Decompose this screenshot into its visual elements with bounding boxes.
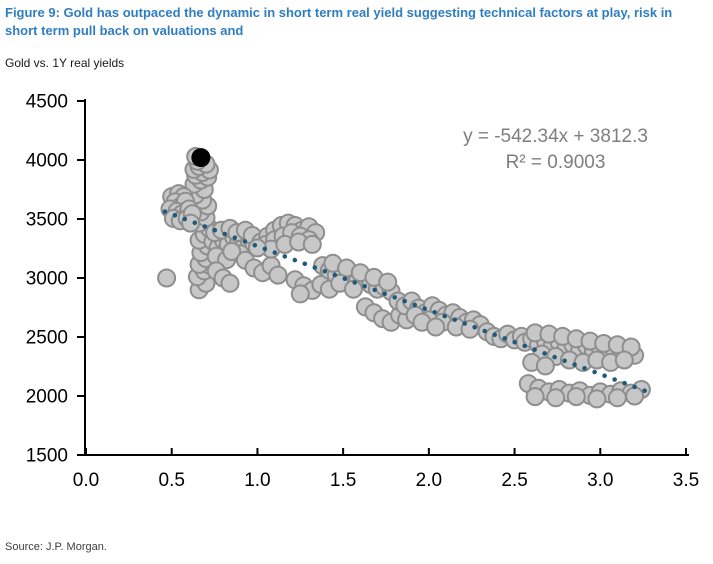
trend-dot (212, 227, 218, 233)
trend-dot (422, 306, 428, 311)
highlight-point (191, 148, 211, 168)
trend-dot (172, 213, 178, 218)
trend-dot (432, 310, 438, 315)
trend-dot (572, 362, 577, 367)
trend-dot (302, 261, 308, 267)
scatter-point (220, 273, 240, 293)
y-tick-label: 1500 (26, 446, 68, 467)
trend-dot (192, 220, 198, 226)
trend-dot (542, 351, 547, 356)
trend-dot (452, 317, 458, 323)
trend-dot (522, 343, 527, 349)
y-tick-label: 2500 (26, 328, 68, 349)
y-tick-label: 3000 (26, 269, 68, 290)
scatter-point (587, 389, 607, 409)
trend-dot (182, 216, 188, 222)
trend-dot (322, 269, 328, 274)
source-note: Source: J.P. Morgan. (5, 541, 107, 553)
trend-dot (252, 242, 258, 248)
trend-dot (612, 377, 617, 382)
scatter-point (302, 234, 322, 254)
trend-dot (442, 313, 448, 319)
trend-dot (482, 328, 488, 334)
scatter-point (222, 242, 242, 261)
x-tick-label: 0.0 (73, 470, 99, 491)
trend-dot (202, 224, 208, 229)
scatter-point (535, 356, 555, 376)
trend-dot (582, 366, 587, 371)
x-tick-label: 1.5 (330, 470, 356, 491)
x-tick-label: 2.5 (501, 470, 527, 491)
y-tick-label: 4500 (26, 92, 68, 113)
trendline-equation: y = -542.34x + 3812.3 R² = 0.9003 (448, 124, 663, 176)
figure-title: Figure 9: Gold has outpaced the dynamic … (5, 5, 673, 38)
trend-dot (552, 354, 557, 360)
scatter-point (290, 284, 310, 304)
scatter-point (566, 387, 586, 407)
scatter-point (426, 317, 446, 337)
y-tick-label: 4000 (26, 151, 68, 172)
trend-dot (492, 332, 498, 338)
scatter-point (614, 350, 634, 370)
trend-dot (412, 302, 418, 308)
trend-dot (382, 291, 388, 297)
trend-dot (532, 347, 537, 352)
y-tick-label: 2000 (26, 387, 68, 408)
trend-dot (162, 209, 168, 214)
x-tick-label: 3.0 (587, 470, 613, 491)
scatter-point (157, 268, 177, 288)
trend-dot (312, 265, 318, 270)
scatter-point (625, 386, 645, 406)
y-tick-label: 3500 (26, 210, 68, 231)
x-tick-label: 3.5 (673, 470, 699, 491)
r-squared-line: R² = 0.9003 (505, 152, 606, 174)
trend-dot (632, 384, 637, 390)
trend-dot (402, 298, 408, 304)
scatter-point (378, 272, 398, 292)
trend-dot (352, 280, 358, 285)
trend-dot (292, 257, 298, 263)
trend-dot (392, 295, 398, 300)
trend-dot (372, 287, 378, 293)
chart-subtitle: Gold vs. 1Y real yields (5, 56, 125, 70)
equation-line: y = -542.34x + 3812.3 (463, 126, 648, 147)
trend-dot (272, 250, 278, 255)
trend-dot (562, 358, 567, 364)
trend-dot (242, 239, 248, 244)
trend-dot (512, 339, 517, 345)
trend-dot (622, 380, 627, 386)
scatter-point (607, 388, 627, 408)
trend-dot (222, 231, 228, 237)
scatter-point (525, 387, 545, 407)
trend-dot (472, 324, 478, 330)
trend-dot (262, 246, 268, 252)
trend-dot (282, 254, 288, 259)
scatter-point (546, 388, 566, 408)
trend-dot (592, 369, 597, 375)
trend-dot (332, 272, 338, 278)
trend-dot (362, 283, 368, 289)
trend-dot (232, 235, 238, 240)
trend-dot (342, 276, 348, 282)
x-tick-label: 2.0 (416, 470, 442, 491)
trend-dot (602, 373, 607, 379)
trend-dot (462, 321, 468, 326)
x-tick-label: 0.5 (159, 470, 185, 491)
trend-dot (642, 388, 647, 394)
scatter-point (268, 265, 288, 285)
x-tick-label: 1.0 (244, 470, 270, 491)
trend-dot (502, 336, 508, 341)
